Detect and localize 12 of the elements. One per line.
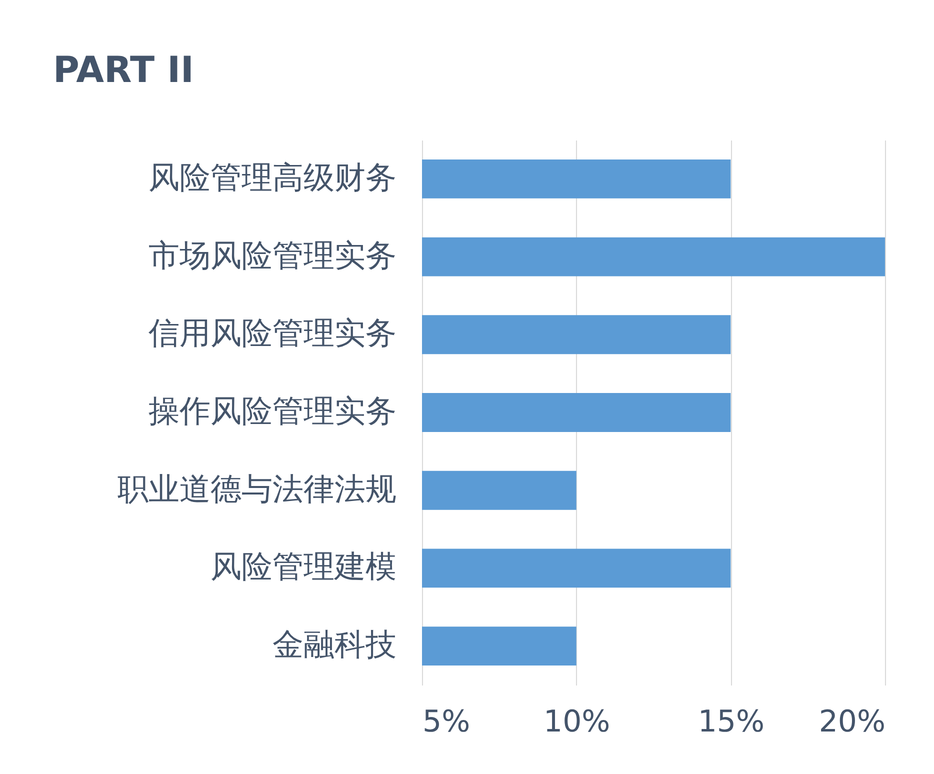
x-tick-label: 5%: [422, 704, 470, 740]
y-tick-label: 操作风险管理实务: [148, 394, 396, 430]
text: PART II: [53, 50, 194, 91]
y-tick-label: 风险管理建模: [210, 549, 396, 586]
y-tick-label: 金融科技: [272, 627, 396, 664]
x-tick-label: 10%: [543, 704, 610, 740]
y-tick-label: 职业道德与法律法规: [118, 471, 396, 508]
y-tick-label: 信用风险管理实务: [148, 316, 396, 352]
x-tick-label: 15%: [698, 704, 765, 740]
x-tick-label: 20%: [818, 704, 886, 740]
y-tick-label: 风险管理高级财务: [148, 160, 396, 196]
y-tick-label: 市场风险管理实务: [148, 238, 396, 274]
